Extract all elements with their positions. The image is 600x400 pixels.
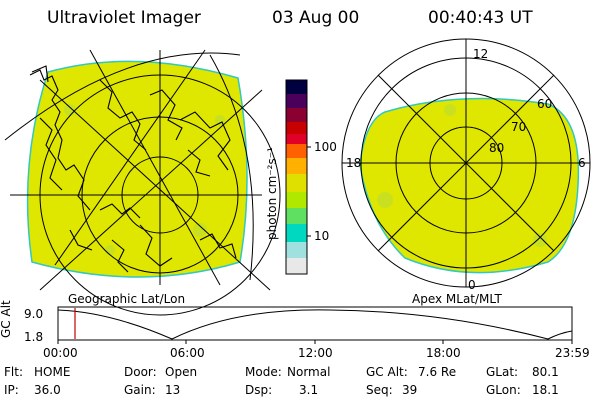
magnetic-caption: Apex MLat/MLT	[412, 292, 502, 306]
colorbar-seg-11	[286, 242, 307, 258]
colorbar-tick-100: 100	[314, 140, 337, 154]
mlt-label-6: 6	[578, 156, 586, 170]
colorbar	[285, 79, 311, 275]
timeline-xtick-0000: 00:00	[43, 346, 78, 360]
timeline-xtick-2359: 23:59	[555, 346, 590, 360]
mlt-label-18: 18	[346, 156, 362, 170]
colorbar-unit-label: photon cm⁻²s⁻¹	[265, 147, 279, 240]
colorbar-tick-10: 10	[314, 229, 330, 243]
colorbar-seg-1	[286, 94, 307, 108]
timeline-xtick-1200: 12:00	[298, 346, 333, 360]
colorbar-seg-7	[286, 174, 307, 192]
seq-value: 39	[402, 383, 418, 397]
glon-value: 18.1	[532, 383, 559, 397]
magnetic-image-panel	[341, 38, 591, 288]
geographic-image-panel	[4, 49, 281, 316]
glon-label: GLon:	[486, 383, 521, 397]
timeline-ylabel: GC Alt	[0, 300, 13, 338]
colorbar-seg-12	[286, 258, 307, 274]
colorbar-seg-8	[286, 192, 307, 208]
timeline-xtick-0600: 06:00	[170, 346, 205, 360]
gain-label: Gain:	[124, 383, 156, 397]
timeline-ytick-low: 1.8	[24, 330, 44, 344]
mlat-label-80: 80	[489, 141, 505, 155]
glat-label: GLat:	[486, 365, 519, 379]
right-texture	[377, 104, 547, 247]
timeline-ytick-high: 9.0	[24, 307, 44, 321]
colorbar-seg-5	[286, 144, 307, 158]
coastlines	[29, 65, 237, 273]
mode-label: Mode:	[245, 365, 282, 379]
colorbar-seg-9	[286, 208, 307, 224]
dsp-value: 3.1	[299, 383, 319, 397]
seq-label: Seq:	[366, 383, 393, 397]
geographic-caption: Geographic Lat/Lon	[68, 292, 186, 306]
mode-value: Normal	[287, 365, 331, 379]
colorbar-seg-2	[286, 108, 307, 122]
mlt-label-0: 0	[468, 278, 476, 292]
left-texture	[64, 104, 225, 255]
gcalt-value: 7.6 Re	[418, 365, 457, 379]
ip-value: 36.0	[34, 383, 61, 397]
gcalt-label: GC Alt:	[366, 365, 408, 379]
app-title: Ultraviolet Imager	[47, 8, 201, 28]
date-label: 03 Aug 00	[272, 8, 360, 28]
gain-value: 13	[165, 383, 181, 397]
ip-label: IP:	[4, 383, 19, 397]
door-label: Door:	[124, 365, 157, 379]
mlat-label-70: 70	[511, 120, 527, 134]
colorbar-seg-3	[286, 122, 307, 134]
door-value: Open	[165, 365, 198, 379]
colorbar-seg-0	[286, 80, 307, 94]
mlt-label-12: 12	[473, 47, 489, 61]
glat-value: 80.1	[532, 365, 559, 379]
colorbar-seg-6	[286, 158, 307, 174]
time-label: 00:40:43 UT	[428, 8, 533, 28]
colorbar-seg-10	[286, 224, 307, 242]
flt-value: HOME	[34, 365, 71, 379]
flt-label: Flt:	[4, 365, 23, 379]
timeline-xtick-1800: 18:00	[426, 346, 461, 360]
mlat-label-60: 60	[537, 97, 553, 111]
right-emission-region	[359, 97, 580, 274]
mlat-mlt-grid	[341, 38, 591, 288]
colorbar-seg-4	[286, 134, 307, 144]
dsp-label: Dsp:	[245, 383, 273, 397]
